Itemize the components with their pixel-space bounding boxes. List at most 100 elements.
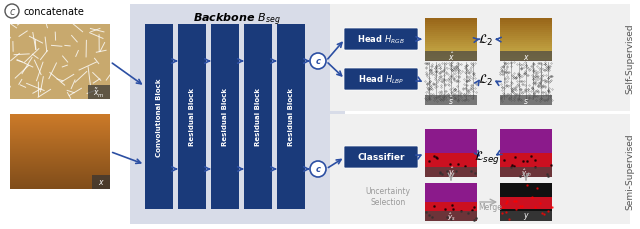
FancyBboxPatch shape bbox=[344, 69, 418, 91]
Bar bbox=[500, 53, 552, 55]
Bar bbox=[10, 162, 110, 163]
Text: Residual Block: Residual Block bbox=[255, 88, 261, 146]
Text: c: c bbox=[316, 165, 321, 174]
Bar bbox=[425, 63, 477, 106]
Text: Backbone $B_{seg}$: Backbone $B_{seg}$ bbox=[193, 12, 281, 28]
Bar bbox=[425, 27, 477, 29]
Bar bbox=[130, 5, 345, 224]
Text: $\mathcal{L}_2$: $\mathcal{L}_2$ bbox=[478, 32, 493, 47]
Bar bbox=[500, 49, 552, 51]
Bar bbox=[10, 137, 110, 138]
Text: Classifier: Classifier bbox=[357, 153, 404, 162]
Bar bbox=[10, 143, 110, 144]
Bar bbox=[500, 95, 552, 106]
Bar bbox=[500, 21, 552, 23]
Bar bbox=[425, 202, 477, 221]
Bar bbox=[10, 142, 110, 143]
Bar bbox=[277, 25, 305, 209]
Bar bbox=[500, 43, 552, 45]
Bar bbox=[10, 125, 110, 126]
Bar bbox=[10, 152, 110, 153]
Bar bbox=[500, 52, 552, 62]
Bar bbox=[10, 139, 110, 140]
Bar bbox=[425, 45, 477, 47]
Bar bbox=[10, 158, 110, 159]
Bar bbox=[10, 117, 110, 118]
Bar bbox=[500, 39, 552, 41]
Bar bbox=[10, 186, 110, 187]
Bar bbox=[425, 29, 477, 31]
Bar bbox=[10, 148, 110, 149]
Bar bbox=[10, 132, 110, 134]
Bar bbox=[425, 19, 477, 62]
Bar bbox=[425, 129, 477, 153]
Bar bbox=[500, 153, 552, 177]
Text: Merge: Merge bbox=[478, 203, 502, 212]
Bar bbox=[10, 161, 110, 162]
Bar bbox=[10, 123, 110, 124]
Text: concatenate: concatenate bbox=[24, 7, 85, 17]
Bar bbox=[10, 183, 110, 184]
Bar bbox=[10, 178, 110, 179]
Bar bbox=[500, 29, 552, 31]
Bar bbox=[425, 51, 477, 53]
Bar bbox=[500, 41, 552, 43]
Bar bbox=[10, 140, 110, 141]
Bar bbox=[10, 157, 110, 158]
Bar bbox=[500, 25, 552, 27]
Bar bbox=[500, 51, 552, 53]
Bar bbox=[425, 39, 477, 41]
Bar bbox=[500, 45, 552, 47]
Bar bbox=[425, 55, 477, 57]
Bar bbox=[10, 118, 110, 120]
Bar bbox=[425, 43, 477, 45]
Bar bbox=[425, 41, 477, 43]
Bar bbox=[145, 25, 173, 209]
Text: Self-Supervised: Self-Supervised bbox=[625, 24, 634, 94]
Bar bbox=[425, 211, 477, 221]
Bar bbox=[10, 145, 110, 146]
FancyBboxPatch shape bbox=[344, 29, 418, 51]
Bar bbox=[500, 197, 552, 209]
Bar bbox=[10, 187, 110, 188]
Bar bbox=[10, 131, 110, 132]
Bar bbox=[10, 163, 110, 164]
Bar bbox=[500, 33, 552, 35]
Text: $\hat{y}_s$: $\hat{y}_s$ bbox=[447, 210, 456, 222]
Text: Convolutional Block: Convolutional Block bbox=[156, 78, 162, 156]
Bar bbox=[10, 114, 110, 189]
Text: $\mathcal{L}_2$: $\mathcal{L}_2$ bbox=[478, 72, 493, 87]
Bar bbox=[88, 86, 110, 100]
Bar bbox=[10, 120, 110, 121]
Bar bbox=[10, 185, 110, 186]
Bar bbox=[10, 136, 110, 137]
Bar bbox=[10, 129, 110, 131]
Bar bbox=[500, 31, 552, 33]
Text: Residual Block: Residual Block bbox=[222, 88, 228, 146]
Bar bbox=[425, 25, 477, 27]
Bar bbox=[10, 172, 110, 173]
Bar bbox=[211, 25, 239, 209]
Bar bbox=[10, 173, 110, 174]
Bar bbox=[10, 165, 110, 166]
Bar bbox=[10, 180, 110, 181]
Bar bbox=[10, 188, 110, 189]
Bar bbox=[10, 168, 110, 169]
Bar bbox=[500, 47, 552, 49]
Bar bbox=[10, 169, 110, 170]
Bar bbox=[500, 129, 552, 177]
Bar bbox=[10, 25, 110, 100]
Bar bbox=[10, 146, 110, 147]
Bar bbox=[10, 134, 110, 135]
Bar bbox=[10, 151, 110, 152]
Bar bbox=[10, 121, 110, 123]
Bar bbox=[10, 124, 110, 125]
Bar bbox=[10, 155, 110, 156]
Circle shape bbox=[310, 161, 326, 177]
Bar bbox=[10, 156, 110, 157]
Bar bbox=[425, 167, 477, 177]
Bar bbox=[10, 153, 110, 154]
Bar bbox=[10, 174, 110, 175]
Bar bbox=[425, 52, 477, 62]
Bar bbox=[500, 27, 552, 29]
